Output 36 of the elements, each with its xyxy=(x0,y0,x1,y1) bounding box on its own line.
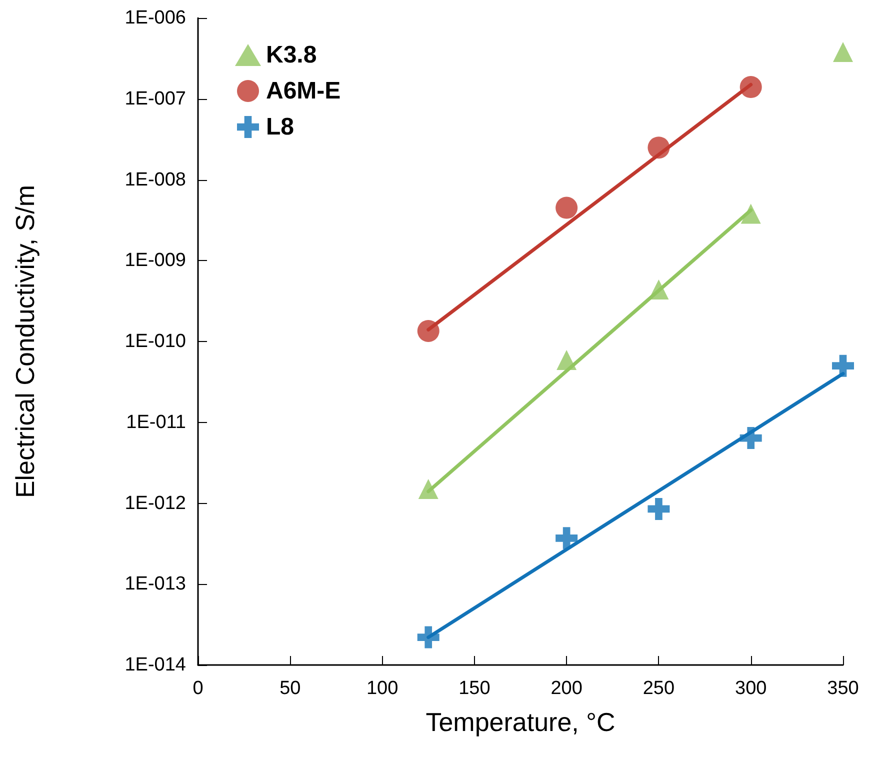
point xyxy=(556,196,578,219)
point xyxy=(648,136,670,159)
x-axis-title: Temperature, °C xyxy=(426,707,616,737)
point xyxy=(740,427,762,450)
y-tick-label: 1E-009 xyxy=(124,250,186,272)
y-tick-label: 1E-008 xyxy=(124,169,186,190)
x-tick-label: 100 xyxy=(366,678,398,699)
y-tick-label: 1E-011 xyxy=(126,412,186,433)
point xyxy=(740,76,762,98)
x-tick-label: 50 xyxy=(280,678,301,699)
x-tick-label: 0 xyxy=(192,678,204,699)
x-tick-label: 200 xyxy=(550,678,582,699)
y-tick-label: 1E-014 xyxy=(124,654,186,676)
point xyxy=(556,527,578,550)
y-tick-label: 1E-010 xyxy=(124,331,186,352)
point xyxy=(740,204,761,224)
point xyxy=(418,479,438,500)
legend-label: L8 xyxy=(266,114,294,140)
point xyxy=(648,498,670,520)
legend-label: A6M-E xyxy=(266,78,341,104)
point xyxy=(833,42,853,62)
point xyxy=(832,354,854,377)
point xyxy=(417,320,440,342)
x-tick-label: 250 xyxy=(642,678,675,699)
y-tick-label: 1E-012 xyxy=(124,492,186,514)
y-tick-label: 1E-006 xyxy=(124,8,186,28)
point xyxy=(556,350,577,370)
y-tick-label: 1E-013 xyxy=(124,574,186,595)
x-tick-label: 300 xyxy=(735,678,767,699)
point xyxy=(648,279,669,300)
legend-label: K3.8 xyxy=(266,42,317,68)
point xyxy=(417,626,440,648)
y-tick-label: 1E-007 xyxy=(124,88,186,110)
x-tick-label: 150 xyxy=(458,678,490,699)
x-tick-label: 350 xyxy=(827,678,859,699)
y-axis-title: Electrical Conductivity, S/m xyxy=(10,184,40,498)
